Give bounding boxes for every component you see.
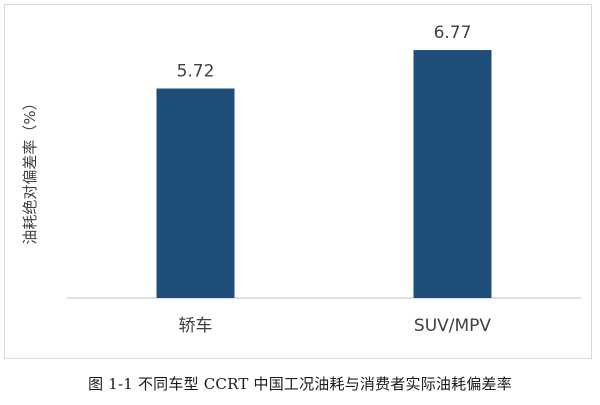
chart-frame: 油耗绝对偏差率（%） 5.72 轿车 6.77 SUV/MPV (4, 4, 592, 359)
figure-caption: 图 1-1 不同车型 CCRT 中国工况油耗与消费者实际油耗偏差率 (88, 375, 512, 393)
y-axis-label: 油耗绝对偏差率（%） (21, 95, 39, 244)
data-label-0: 5.72 (177, 62, 215, 82)
x-tick-label-1: SUV/MPV (414, 316, 492, 336)
bar-1 (413, 50, 492, 298)
x-tick-label-0: 轿车 (179, 316, 213, 336)
bar-chart: 油耗绝对偏差率（%） 5.72 轿车 6.77 SUV/MPV (21, 23, 581, 336)
data-label-1: 6.77 (434, 23, 472, 43)
bar-0 (156, 88, 235, 298)
bars-group: 5.72 轿车 6.77 SUV/MPV (156, 23, 492, 336)
